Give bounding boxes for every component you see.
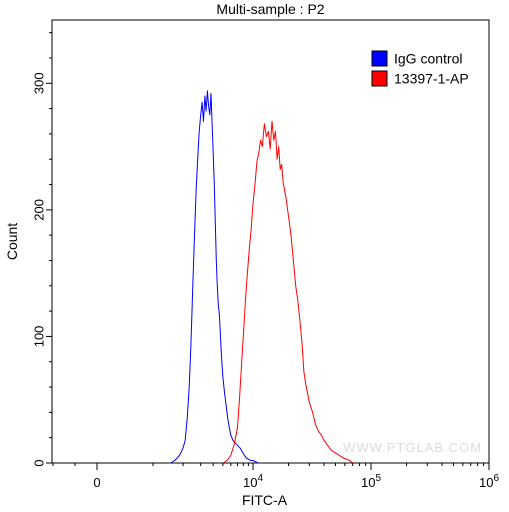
series-line-igg-control	[170, 90, 259, 464]
y-tick-label: 300	[31, 72, 46, 94]
watermark: WWW.PTGLAB.COM	[343, 440, 482, 455]
y-axis: 0 100 200 300	[31, 32, 52, 467]
x-tick-label: 106	[479, 473, 499, 490]
plot-frame	[51, 19, 490, 464]
y-axis-label: Count	[4, 223, 20, 260]
x-axis-label: FITC-A	[242, 492, 288, 508]
series-layer	[170, 90, 354, 464]
series-line-antibody	[222, 120, 354, 464]
y-tick-label: 200	[31, 199, 46, 221]
y-tick-label: 100	[31, 326, 46, 348]
x-tick-label: 0	[93, 475, 100, 490]
legend-swatch	[371, 50, 388, 67]
chart-title: Multi-sample : P2	[216, 1, 324, 17]
legend-swatch	[371, 70, 388, 87]
legend-label: 13397-1-AP	[394, 71, 469, 87]
y-tick-label: 0	[31, 459, 46, 466]
legend-label: IgG control	[394, 51, 462, 67]
x-tick-label: 105	[361, 473, 381, 490]
x-tick-label: 104	[243, 473, 263, 490]
x-axis: 0 104 105 106	[52, 463, 499, 490]
legend: IgG control 13397-1-AP	[371, 50, 469, 87]
